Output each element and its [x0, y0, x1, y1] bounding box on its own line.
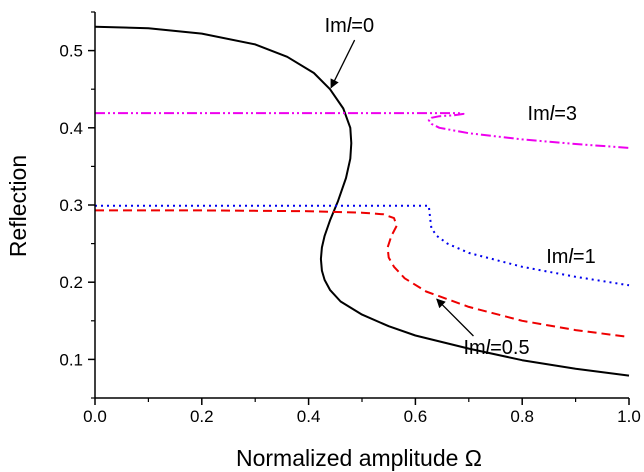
y-tick-label: 0.1 — [59, 350, 83, 369]
y-tick-label: 0.3 — [59, 196, 83, 215]
y-axis-title: Reflection — [5, 155, 31, 257]
x-axis-title: Normalized amplitude Ω — [236, 445, 482, 471]
x-tick-label: 0.4 — [297, 407, 321, 426]
annotation-arrow — [436, 298, 474, 337]
y-tick-label: 0.2 — [59, 273, 83, 292]
x-tick-label: 0.2 — [190, 407, 214, 426]
series-line-0 — [94, 25, 630, 377]
x-tick-label: 1.0 — [617, 407, 641, 426]
annotation-label-2: Iml=1 — [546, 246, 595, 268]
annotation-label-0: Iml=0 — [325, 15, 374, 37]
annotation-label-3: Iml=0.5 — [463, 337, 529, 359]
x-tick-label: 0.8 — [510, 407, 534, 426]
axes: 0.0 0.2 0.4 0.6 0.8 1.0 0.1 0.2 0.3 0.4 0.5 — [59, 11, 641, 426]
x-tick-label: 0.6 — [404, 407, 428, 426]
y-tick-label: 0.4 — [59, 119, 83, 138]
series-line-1 — [95, 112, 630, 149]
x-tick-label: 0.0 — [83, 407, 107, 426]
annotation-arrow — [330, 39, 356, 89]
annotation-label-1: Iml=3 — [528, 103, 577, 125]
series-line-3 — [95, 209, 630, 338]
annotations: Iml=0 Iml=3 Iml=1 Iml=0.5 — [325, 15, 596, 359]
plot-lines — [94, 25, 630, 377]
y-tick-label: 0.5 — [59, 42, 83, 61]
